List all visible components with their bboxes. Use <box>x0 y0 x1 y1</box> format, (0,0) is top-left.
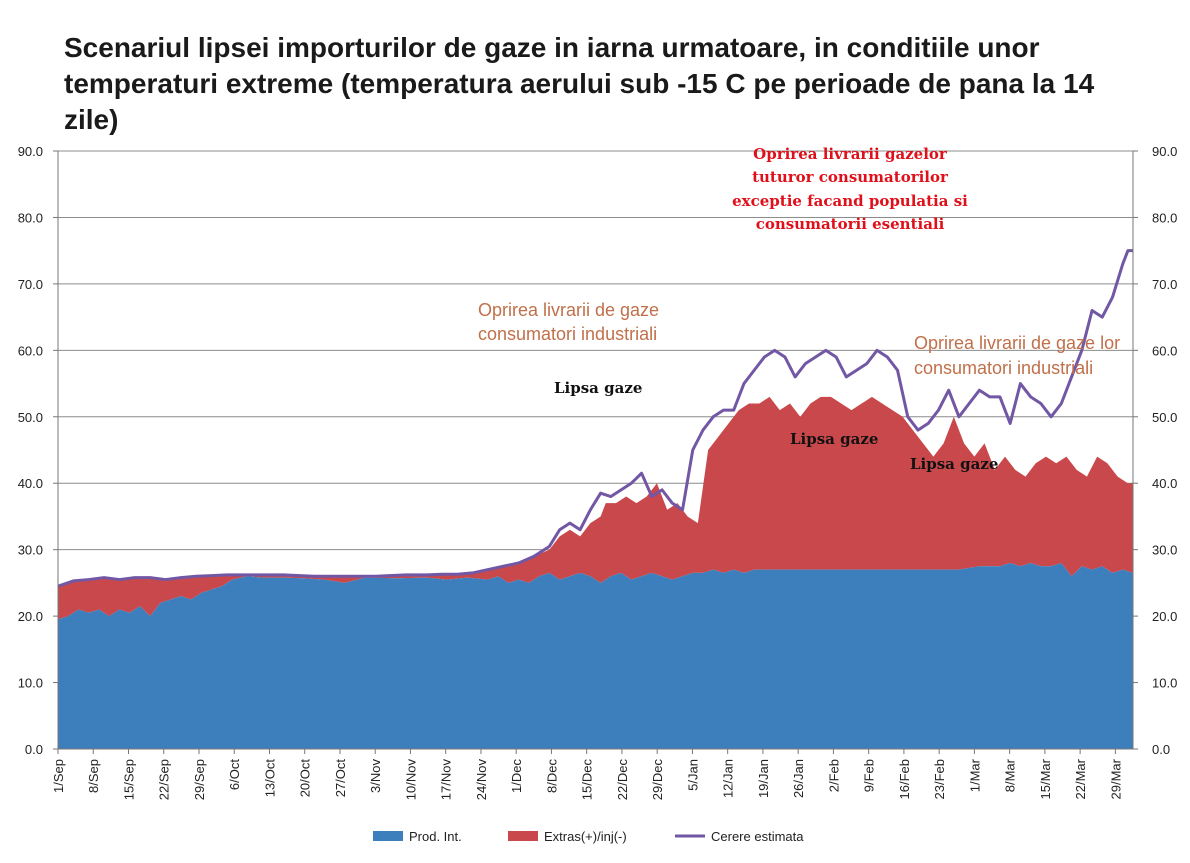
annotation-industrial-2-line-1: Oprirea livrarii de gaze lor <box>914 333 1120 353</box>
y-tick-label-2: 20.0 <box>18 609 43 624</box>
x-tick-label-19: 12/Jan <box>721 759 736 798</box>
extras-area <box>58 396 1133 620</box>
annotation-lipsa-gaze-3: Lipsa gaze <box>910 455 998 473</box>
annotation-red-line-4: consumatorii esentiali <box>756 215 945 233</box>
y2-tick-label-5: 50.0 <box>1152 410 1177 425</box>
y2-tick-label-9: 90.0 <box>1152 144 1177 159</box>
x-tick-label-30: 29/Mar <box>1108 758 1123 799</box>
x-tick-label-15: 15/Dec <box>580 759 595 801</box>
x-tick-label-24: 16/Feb <box>897 759 912 799</box>
annotation-lipsa-gaze-2: Lipsa gaze <box>790 430 878 448</box>
y2-tick-label-1: 10.0 <box>1152 676 1177 691</box>
y2-tick-label-6: 60.0 <box>1152 343 1177 358</box>
y2-tick-label-7: 70.0 <box>1152 277 1177 292</box>
chart-title: Scenariul lipsei importurilor de gaze in… <box>64 32 1095 135</box>
x-tick-label-0: 1/Sep <box>51 759 66 793</box>
x-tick-label-22: 2/Feb <box>826 759 841 792</box>
x-tick-label-7: 20/Oct <box>298 759 313 798</box>
annotations: Oprirea livrarii gazelor tuturor consuma… <box>478 145 1120 473</box>
x-tick-label-1: 8/Sep <box>86 759 101 793</box>
x-tick-label-27: 8/Mar <box>1003 758 1018 792</box>
x-tick-label-5: 6/Oct <box>227 759 242 790</box>
y2-tick-label-0: 0.0 <box>1152 742 1170 757</box>
x-tick-label-17: 29/Dec <box>650 759 665 801</box>
x-tick-label-25: 23/Feb <box>932 759 947 799</box>
annotation-industrial-2-line-2: consumatori industriali <box>914 358 1093 378</box>
line-series <box>57 249 1133 588</box>
x-tick-label-13: 1/Dec <box>509 759 524 793</box>
y-tick-label-5: 50.0 <box>18 410 43 425</box>
y-tick-label-0: 0.0 <box>25 742 43 757</box>
x-tick-label-11: 17/Nov <box>439 759 454 801</box>
legend-swatch-extras <box>508 831 538 841</box>
x-tick-label-28: 15/Mar <box>1038 758 1053 799</box>
annotation-industrial-1-line-1: Oprirea livrarii de gaze <box>478 300 659 320</box>
y2-tick-label-3: 30.0 <box>1152 543 1177 558</box>
y2-tick-label-2: 20.0 <box>1152 609 1177 624</box>
y2-axis-ticks: 0.0 10.0 20.0 30.0 40.0 50.0 60.0 70.0 80.0 90.0 <box>1133 144 1177 757</box>
annotation-industrial-1-line-2: consumatori industriali <box>478 324 657 344</box>
y2-tick-label-4: 40.0 <box>1152 476 1177 491</box>
x-tick-label-14: 8/Dec <box>544 759 559 793</box>
x-tick-label-2: 15/Sep <box>121 759 136 800</box>
annotation-red-line-2: tuturor consumatorilor <box>752 168 949 186</box>
axes <box>57 151 1134 750</box>
y-tick-label-8: 80.0 <box>18 210 43 225</box>
y-axis-ticks: 0.0 10.0 20.0 30.0 40.0 50.0 60.0 70.0 80.0 90.0 <box>18 144 58 757</box>
x-tick-label-18: 5/Jan <box>685 759 700 791</box>
x-tick-label-29: 22/Mar <box>1073 758 1088 799</box>
x-tick-label-20: 19/Jan <box>756 759 771 798</box>
y-tick-label-7: 70.0 <box>18 277 43 292</box>
x-tick-label-6: 13/Oct <box>262 759 277 798</box>
annotation-lipsa-gaze-1: Lipsa gaze <box>554 379 642 397</box>
y-tick-label-9: 90.0 <box>18 144 43 159</box>
y-tick-label-4: 40.0 <box>18 476 43 491</box>
x-tick-label-10: 10/Nov <box>403 759 418 801</box>
legend: Prod. Int. Extras(+)/inj(-) Cerere estim… <box>373 829 804 844</box>
legend-swatch-prod <box>373 831 403 841</box>
x-tick-label-26: 1/Mar <box>967 758 982 792</box>
x-tick-label-4: 29/Sep <box>192 759 207 800</box>
x-tick-label-23: 9/Feb <box>862 759 877 792</box>
x-tick-label-16: 22/Dec <box>615 759 630 801</box>
x-tick-label-9: 3/Nov <box>368 759 383 793</box>
y2-tick-label-8: 80.0 <box>1152 210 1177 225</box>
y-tick-label-6: 60.0 <box>18 343 43 358</box>
x-axis-ticks: 1/Sep 8/Sep 15/Sep 22/Sep 29/Sep 6/Oct 13/Oct 2… <box>51 749 1123 800</box>
area-series <box>58 396 1133 749</box>
annotation-red-line-3: exceptie facand populatia si <box>732 192 968 210</box>
legend-label-cerere: Cerere estimata <box>711 829 804 844</box>
legend-label-prod: Prod. Int. <box>409 829 462 844</box>
annotation-red-line-1: Oprirea livrarii gazelor <box>753 145 948 163</box>
x-tick-label-8: 27/Oct <box>333 759 348 798</box>
y-tick-label-1: 10.0 <box>18 676 43 691</box>
y-tick-label-3: 30.0 <box>18 543 43 558</box>
x-tick-label-12: 24/Nov <box>474 759 489 801</box>
x-tick-label-3: 22/Sep <box>157 759 172 800</box>
legend-label-extras: Extras(+)/inj(-) <box>544 829 627 844</box>
x-tick-label-21: 26/Jan <box>791 759 806 798</box>
cerere-line <box>57 249 1133 588</box>
prod-area <box>58 562 1133 749</box>
